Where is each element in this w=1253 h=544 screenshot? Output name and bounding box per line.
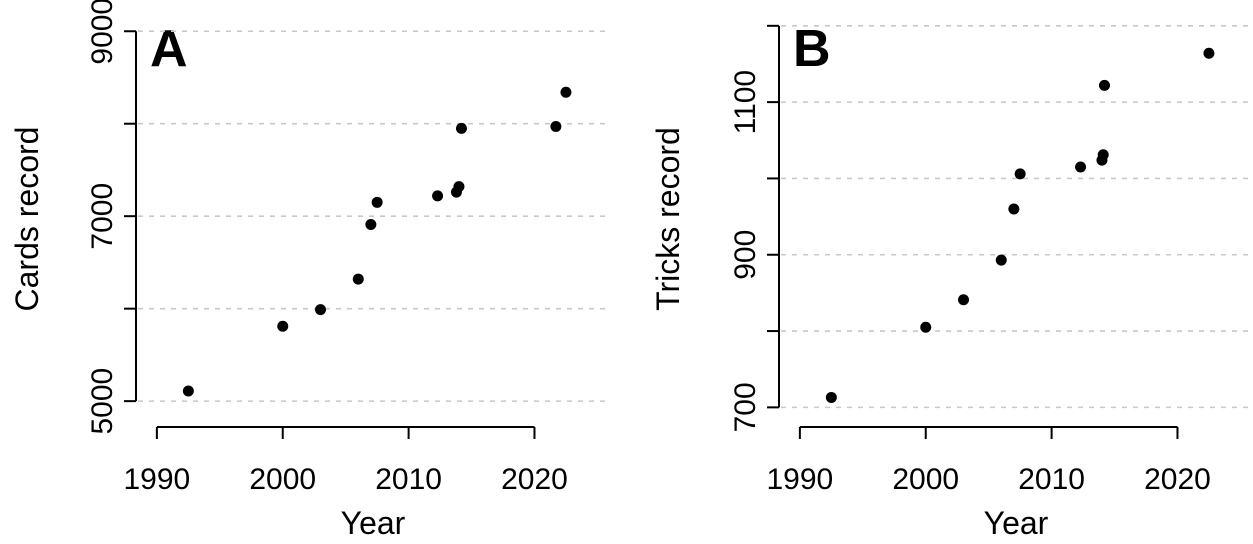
panel-a-x-tick-label: 2020 [501, 463, 568, 496]
panel-b-data-point [1075, 161, 1087, 173]
panel-b-y-tick-label: 900 [729, 230, 762, 280]
panel-a-data-point [182, 385, 194, 397]
panel-b-y-ticks: 700 900 1100 [729, 24, 779, 432]
panel-b-y-axis-title: Tricks record [650, 127, 686, 311]
panel-a-x-axis-title: Year [341, 505, 406, 541]
panel-a-data-point [550, 120, 562, 132]
panel-b-y-tick-label: 700 [729, 382, 762, 432]
panel-a-data-point [371, 196, 383, 208]
panel-b-label: B [793, 20, 831, 78]
panel-a-data-point [455, 122, 467, 134]
panel-a-data-point [432, 190, 444, 202]
panel-a-data-point [453, 181, 465, 193]
panel-b-data-point [1203, 47, 1215, 59]
panel-a-x-ticks: 1990 2000 2010 2020 [124, 427, 568, 496]
panel-a-axes [135, 31, 535, 428]
panel-a-y-tick-label: 7000 [86, 183, 119, 250]
panel-a: A Year Cards record 1990 2000 2010 2020 500… [9, 0, 608, 541]
panel-b-axes [778, 25, 1178, 428]
panel-b-data-point [1097, 149, 1109, 161]
panel-a-y-tick-label: 9000 [86, 0, 119, 65]
panel-a-data-point [352, 273, 364, 285]
panel-b-x-ticks: 1990 2000 2010 2020 [767, 427, 1211, 496]
panel-a-y-tick-label: 5000 [86, 368, 119, 435]
panel-a-label: A [150, 20, 188, 78]
panel-b: B Year Tricks record 1990 2000 2010 2020 70… [650, 20, 1251, 541]
panel-a-data-point [315, 304, 327, 316]
panel-a-x-tick-label: 1990 [124, 463, 191, 496]
panel-a-data-point [365, 219, 377, 231]
panel-b-data-point [1014, 168, 1026, 180]
panel-a-data-point [277, 320, 289, 332]
panel-b-data-point [958, 294, 970, 306]
panel-a-grid [138, 30, 608, 402]
panel-b-x-tick-label: 1990 [767, 463, 834, 496]
panel-a-y-axis-title: Cards record [9, 127, 45, 312]
panel-b-x-tick-label: 2000 [892, 463, 959, 496]
panel-b-points [825, 47, 1215, 403]
panel-b-data-point [1098, 79, 1110, 91]
panel-b-data-point [920, 321, 932, 333]
panel-a-y-ticks: 5000 7000 9000 [86, 0, 136, 435]
panel-b-grid [781, 25, 1251, 409]
panel-b-x-axis-title: Year [984, 505, 1049, 541]
panel-a-x-tick-label: 2000 [249, 463, 316, 496]
panel-a-x-tick-label: 2010 [375, 463, 442, 496]
panel-a-data-point [560, 86, 572, 98]
panel-b-y-tick-label: 1100 [729, 70, 762, 135]
panel-b-data-point [995, 254, 1007, 266]
panel-b-data-point [825, 391, 837, 403]
panel-b-x-tick-label: 2020 [1144, 463, 1211, 496]
panel-b-data-point [1008, 203, 1020, 215]
panel-a-points [182, 86, 572, 397]
panel-b-x-tick-label: 2010 [1018, 463, 1085, 496]
